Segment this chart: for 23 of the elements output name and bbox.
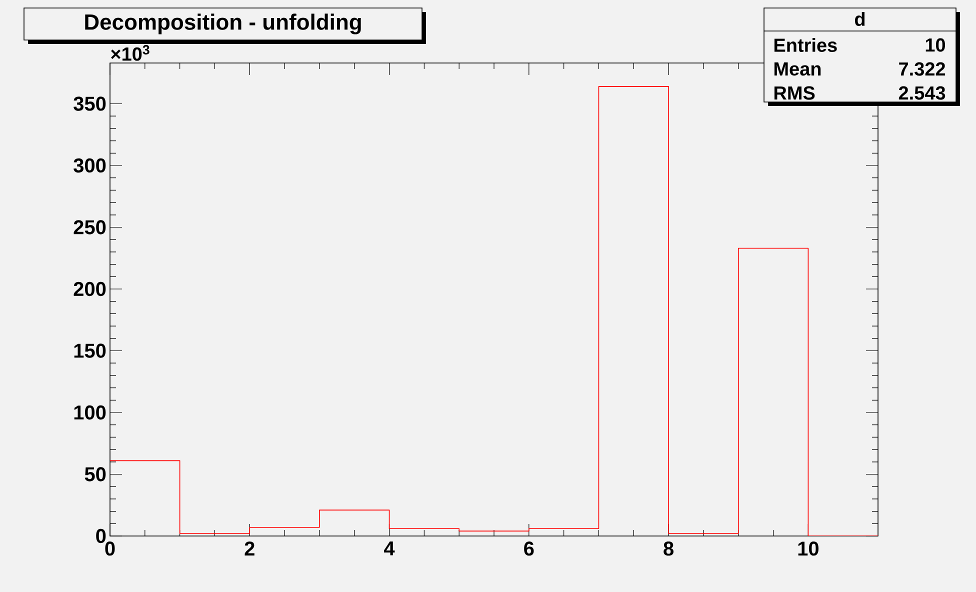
chart-title: Decomposition - unfolding bbox=[85, 14, 361, 34]
annotation: RMS bbox=[774, 86, 815, 100]
y-tick-label: 150 bbox=[74, 344, 106, 358]
x-tick-label: 8 bbox=[664, 542, 674, 556]
y-tick-label: 250 bbox=[74, 220, 106, 234]
text: 7.322 bbox=[899, 62, 946, 76]
text: 2.543 bbox=[898, 86, 946, 100]
text: Entries bbox=[774, 38, 837, 52]
annotation: Mean bbox=[774, 62, 821, 76]
text: d bbox=[854, 12, 865, 26]
x-tick-label: 0 bbox=[105, 542, 115, 556]
x-tick-label: 2 bbox=[244, 542, 254, 556]
x-tick-label: 6 bbox=[524, 542, 534, 556]
y-tick-label: 100 bbox=[74, 405, 106, 420]
x-tick-label: 10 bbox=[798, 542, 818, 556]
y-tick-label: 300 bbox=[74, 158, 106, 173]
text: ×10$^{3}$ bbox=[111, 45, 150, 61]
y-tick-label: 0 bbox=[96, 528, 106, 544]
y-tick-label: 200 bbox=[74, 282, 106, 296]
text: 10 bbox=[926, 38, 946, 52]
x-tick-label: 4 bbox=[384, 542, 395, 556]
y-tick-label: 50 bbox=[84, 467, 106, 482]
y-tick-label: 350 bbox=[74, 96, 106, 111]
